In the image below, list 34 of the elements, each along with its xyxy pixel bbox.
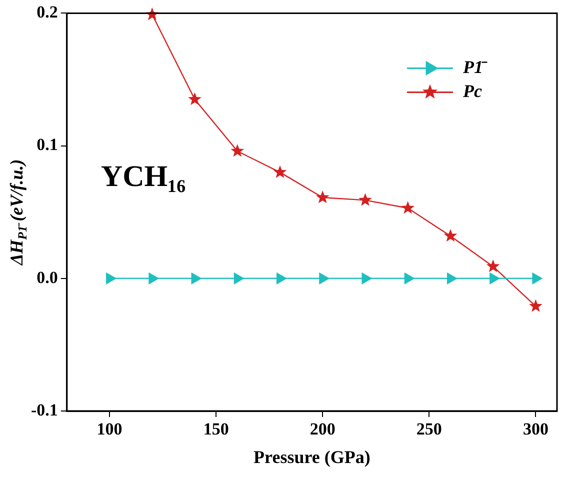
point	[188, 92, 202, 106]
y-axis-title: ΔHP1̄ (eV/f.u.)	[6, 159, 30, 266]
point	[404, 272, 414, 284]
point	[276, 272, 286, 284]
point	[444, 228, 458, 242]
x-tick-label: 250	[416, 420, 442, 439]
point	[490, 272, 500, 284]
x-tick-label: 100	[96, 420, 122, 439]
point	[148, 272, 159, 284]
point	[316, 190, 330, 204]
point	[532, 272, 542, 284]
y-tick-label: 0.2	[36, 2, 58, 22]
annotation: YCH₁₆	[100, 160, 186, 194]
point	[529, 299, 542, 312]
point	[191, 272, 202, 284]
y-tick-label: 0.1	[36, 135, 58, 154]
point	[106, 272, 116, 284]
legend-label: Pc	[462, 80, 482, 101]
y-tick-label: -0.1	[30, 400, 58, 420]
point	[358, 193, 372, 206]
x-tick-label: 200	[310, 420, 336, 439]
point	[362, 272, 372, 284]
x-axis-title: Pressure (GPa)	[254, 446, 370, 467]
y-tick-label: 0.0	[36, 268, 58, 287]
point	[319, 272, 330, 284]
point	[230, 144, 244, 157]
x-tick-label: 150	[203, 420, 229, 439]
point	[446, 272, 457, 284]
point	[273, 165, 287, 178]
legend-label: P1̄	[462, 56, 488, 77]
point	[401, 201, 414, 214]
x-tick-label: 300	[522, 420, 548, 439]
point	[486, 259, 500, 272]
point	[234, 272, 244, 284]
